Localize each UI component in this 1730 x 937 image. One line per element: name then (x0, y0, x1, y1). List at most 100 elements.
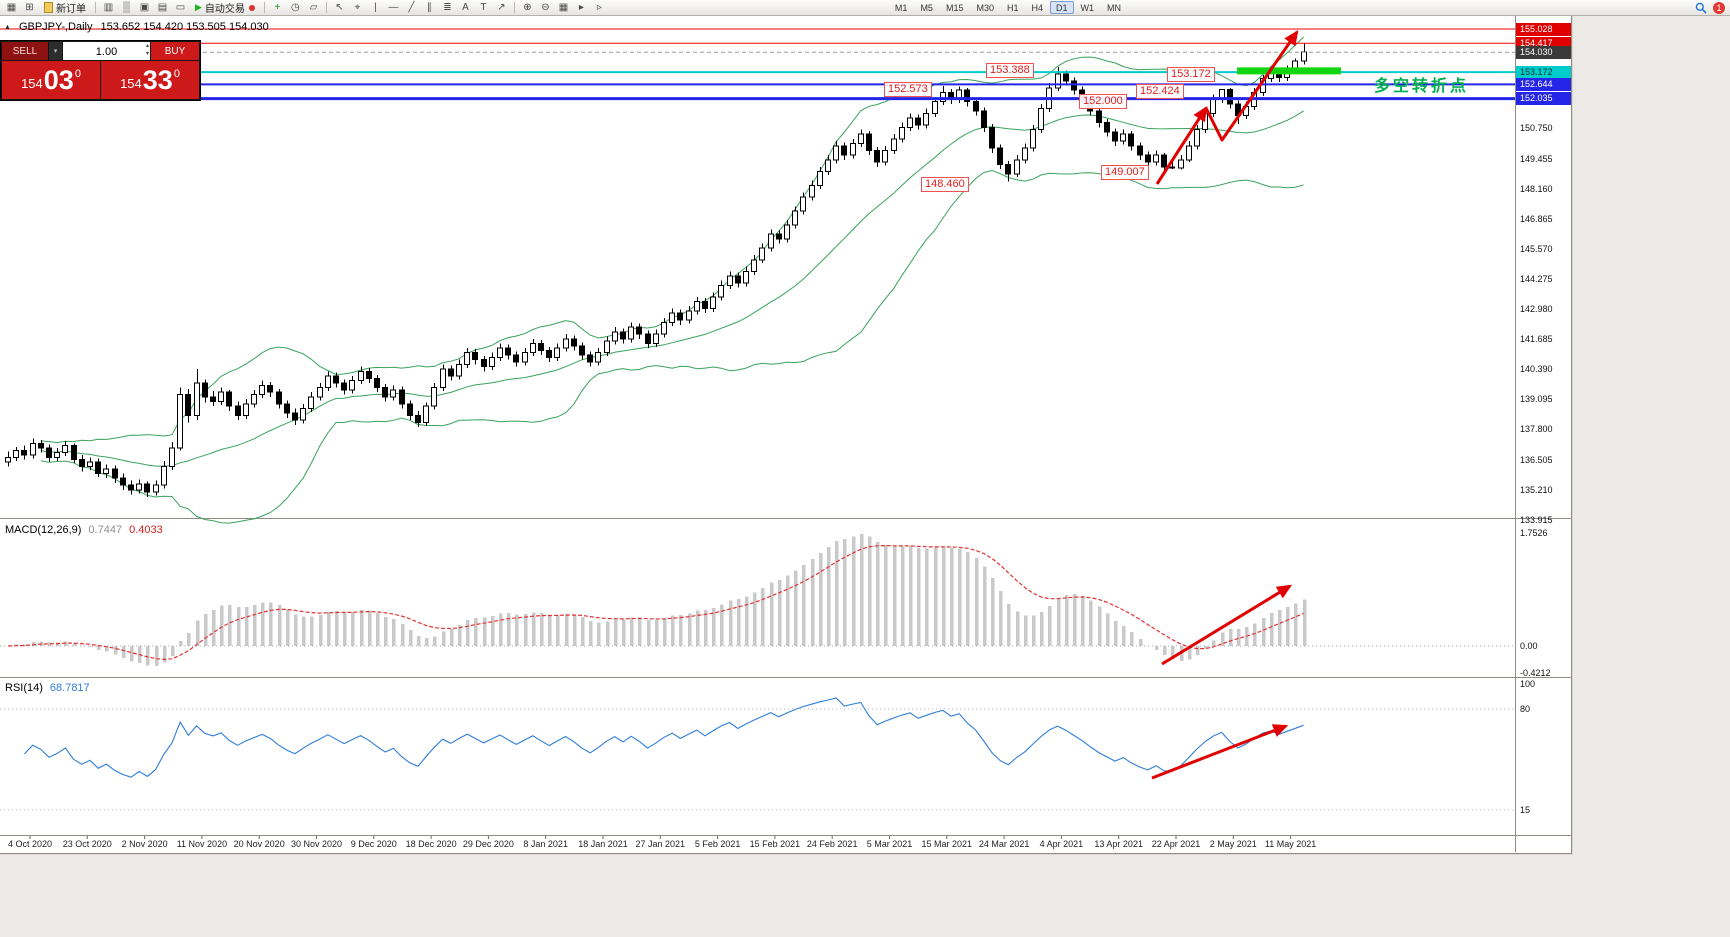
autotrade-button[interactable]: ▶ 自动交易 (190, 1, 260, 15)
zoom-in-icon[interactable]: ⊕ (523, 2, 532, 13)
text-icon[interactable]: A (462, 2, 469, 13)
date-label: 15 Feb 2021 (749, 839, 801, 849)
new-order-icon (44, 2, 53, 13)
horizontal-line-icon[interactable]: — (388, 2, 399, 13)
timeframe-h4[interactable]: H4 (1031, 3, 1044, 13)
date-label: 2 Nov 2020 (121, 839, 168, 849)
arrows-icon[interactable]: ↗ (497, 2, 506, 13)
lot-size-field[interactable]: ▴ ▾ (63, 42, 150, 60)
macd-signal-line (7, 544, 1304, 661)
timeframe-m5[interactable]: M5 (920, 3, 933, 13)
channel-icon[interactable]: ∥ (426, 2, 432, 13)
price-scale-label: 148.160 (1520, 183, 1553, 194)
price-chart[interactable] (0, 16, 1572, 852)
auto-scroll-icon[interactable]: ▸ (578, 2, 584, 13)
terminal-icon[interactable]: ▭ (175, 2, 186, 13)
timeframe-w1[interactable]: W1 (1080, 3, 1095, 13)
workspace-background (0, 855, 1573, 937)
navigator-icon[interactable]: ▤ (157, 2, 168, 13)
notification-badge[interactable]: 1 (1713, 2, 1725, 14)
tile-windows-icon[interactable]: ▦ (558, 2, 569, 13)
label-icon[interactable]: T (480, 2, 487, 13)
price-callout[interactable]: 152.424 (1136, 84, 1184, 99)
price-axis-tag: 152.035 (1516, 92, 1571, 106)
date-label: 30 Nov 2020 (290, 839, 343, 849)
market-watch-icon[interactable]: ▒ (122, 2, 131, 13)
rsi-line (23, 697, 1304, 778)
profiles-icon[interactable]: ▥ (103, 2, 114, 13)
macd-signal-value: 0.4033 (129, 524, 163, 536)
price-scale-label: 146.865 (1520, 213, 1553, 224)
price-scale-label: 133.915 (1520, 514, 1553, 525)
zoom-out-icon[interactable]: ⊖ (541, 2, 550, 13)
date-label: 18 Dec 2020 (405, 839, 457, 849)
price-scale-label: 149.455 (1520, 153, 1553, 164)
date-label: 22 Apr 2021 (1151, 839, 1201, 849)
date-label: 20 Nov 2020 (233, 839, 285, 849)
add-indicator-icon[interactable]: + (274, 2, 281, 13)
cursor-icon[interactable]: ↖ (335, 2, 344, 13)
macd-header: MACD(12,26,9) 0.7447 0.4033 (5, 524, 163, 536)
trend-arrow[interactable] (1204, 30, 1299, 142)
price-scale-label: 137.800 (1520, 424, 1553, 435)
one-click-trading-panel: SELL ▾ ▴ ▾ BUY 154 03 0 154 33 0 (0, 40, 201, 101)
timeframe-m1[interactable]: M1 (894, 3, 908, 13)
new-order-button[interactable]: 新订单 (39, 1, 91, 15)
chart-title: ▲ GBPJPY-,Daily 153.652 154.420 153.505 … (4, 21, 269, 33)
price-callout[interactable]: 153.388 (986, 63, 1034, 78)
sell-price-pips: 03 (43, 65, 74, 95)
date-label: 11 May 2021 (1264, 839, 1317, 849)
trend-arrow[interactable] (1151, 724, 1289, 780)
timeframe-mn[interactable]: MN (1107, 3, 1122, 13)
lot-size-input[interactable] (63, 44, 150, 60)
price-callout[interactable]: 152.000 (1079, 94, 1127, 109)
timeframe-m15[interactable]: M15 (945, 3, 964, 13)
timeframe-d1[interactable]: D1 (1050, 1, 1074, 14)
date-label: 5 Feb 2021 (694, 839, 741, 849)
chart-shift-icon[interactable]: ▹ (596, 2, 602, 13)
price-axis-tag: 155.028 (1516, 22, 1571, 36)
trend-arrow[interactable] (1155, 105, 1208, 185)
buy-price-pips: 33 (142, 65, 173, 95)
trend-arrow[interactable] (1161, 584, 1293, 666)
sell-button[interactable]: SELL (2, 42, 48, 60)
indicator-scale-label: 100 (1520, 679, 1536, 689)
turning-point-annotation[interactable]: 多空转折点 (1374, 78, 1470, 95)
price-callout[interactable]: 148.460 (921, 177, 969, 192)
lot-decrease-icon[interactable]: ▾ (145, 51, 149, 57)
vertical-line-icon[interactable]: | (374, 2, 377, 13)
date-label: 2 May 2021 (1209, 839, 1257, 849)
sell-price[interactable]: 154 03 0 (2, 61, 100, 99)
trendline-icon[interactable]: ╱ (408, 2, 415, 13)
rsi-value: 68.7817 (49, 682, 90, 694)
buy-price[interactable]: 154 33 0 (101, 61, 199, 99)
templates-icon[interactable]: ▱ (309, 2, 318, 13)
date-label: 4 Apr 2021 (1039, 839, 1084, 849)
chart-list-icon[interactable]: ▦ (6, 2, 17, 13)
crosshair-icon[interactable]: ⌖ (354, 2, 361, 13)
date-label: 11 Nov 2020 (176, 839, 228, 849)
chart-window[interactable]: ▲ GBPJPY-,Daily 153.652 154.420 153.505 … (0, 16, 1572, 854)
workspace-background (1573, 16, 1730, 937)
price-callout[interactable]: 149.007 (1101, 165, 1149, 180)
timeframe-h1[interactable]: H1 (1006, 3, 1019, 13)
macd-label: MACD(12,26,9) (5, 524, 82, 536)
bollinger-band-line (40, 110, 1304, 467)
new-chart-icon[interactable]: ⊞ (25, 2, 34, 13)
price-scale-label: 135.210 (1520, 484, 1553, 495)
price-callout[interactable]: 152.573 (884, 82, 932, 97)
one-click-collapse-icon[interactable]: ▲ (4, 23, 11, 31)
fibonacci-icon[interactable]: ≣ (443, 2, 452, 13)
timeframe-m30[interactable]: M30 (976, 3, 994, 13)
buy-button[interactable]: BUY (151, 42, 199, 60)
date-label: 15 Mar 2021 (921, 839, 973, 849)
trade-dropdown-icon[interactable]: ▾ (49, 42, 62, 60)
buy-price-big: 154 (120, 76, 142, 91)
rsi-header: RSI(14) 68.7817 (5, 682, 90, 694)
chart-ohlc: 153.652 154.420 153.505 154.030 (100, 21, 269, 33)
periods-icon[interactable]: ◷ (291, 2, 300, 13)
lot-increase-icon[interactable]: ▴ (145, 43, 149, 49)
price-callout[interactable]: 153.172 (1167, 67, 1215, 82)
data-window-icon[interactable]: ▣ (139, 2, 150, 13)
search-icon[interactable] (1695, 2, 1707, 14)
